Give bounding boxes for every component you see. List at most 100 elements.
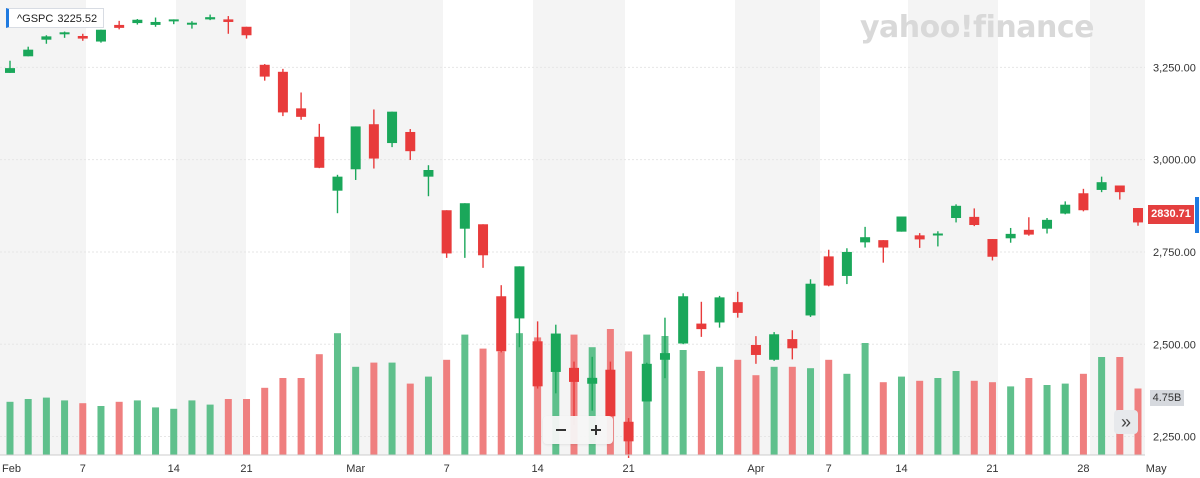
x-tick-label: 21 <box>986 463 998 475</box>
pan-right-button[interactable]: » <box>1114 410 1138 434</box>
candle-body <box>514 266 525 319</box>
volume-bar <box>42 397 50 455</box>
candle-body <box>496 296 507 352</box>
candle-body <box>1060 204 1071 214</box>
x-tick-label: May <box>1146 463 1167 475</box>
double-chevron-right-icon: » <box>1120 412 1131 432</box>
volume-bar <box>261 387 269 455</box>
zoom-out-button[interactable] <box>549 418 573 442</box>
volume-bar <box>24 399 32 455</box>
volume-bar <box>952 371 960 455</box>
volume-bar <box>879 382 887 455</box>
candle-body <box>914 235 925 240</box>
candle-body <box>314 136 325 168</box>
candle-body <box>605 369 616 417</box>
x-tick-label: 7 <box>826 463 832 475</box>
x-tick-label: 7 <box>80 463 86 475</box>
volume-bar <box>79 403 87 455</box>
volume-bar <box>133 400 141 455</box>
candle-body <box>205 17 216 20</box>
ticker-symbol: ^GSPC <box>17 13 54 25</box>
axis-layer: 3,250.00 3,000.00 2,750.00 2,500.00 2,250.00… <box>0 62 1196 475</box>
volume-bar <box>315 354 323 455</box>
volume-bar <box>170 408 178 455</box>
candle-body <box>1005 233 1016 239</box>
candle-body <box>641 363 652 402</box>
volume-bar <box>843 373 851 455</box>
candle-body <box>860 237 871 243</box>
volume-bar <box>770 366 778 455</box>
volume-bar <box>807 368 815 455</box>
volume-bar <box>752 375 760 455</box>
candle-body <box>186 22 197 25</box>
y-tick-label: 3,250.00 <box>1153 62 1196 74</box>
volume-bar <box>897 376 905 455</box>
candle-body <box>95 29 106 42</box>
plus-icon <box>590 425 601 435</box>
volume-bar <box>388 362 396 455</box>
week-band-1 <box>176 0 246 455</box>
y-tick-label: 2,500.00 <box>1153 339 1196 351</box>
volume-bar <box>115 401 123 455</box>
x-tick-label: 28 <box>1077 463 1089 475</box>
candle-body <box>168 19 179 22</box>
candle-body <box>441 210 452 254</box>
candle-body <box>532 341 543 387</box>
minus-icon <box>555 429 566 431</box>
candle-body <box>696 323 707 330</box>
brand-watermark: yahoo!finance <box>860 10 1094 45</box>
candle-body <box>714 297 725 323</box>
week-band-0 <box>0 0 86 455</box>
candle-body <box>587 377 598 384</box>
volume-bar <box>424 376 432 455</box>
volume-bar <box>333 333 341 455</box>
volume-bar <box>1134 388 1142 455</box>
volume-bar <box>279 378 287 455</box>
volume-bar <box>1007 386 1015 455</box>
volume-bar <box>734 359 742 455</box>
volume-bar <box>61 400 69 455</box>
volume-bar <box>443 359 451 455</box>
volume-bar <box>988 382 996 455</box>
candle-body <box>368 124 379 159</box>
candle-body <box>77 35 88 39</box>
candle-body <box>951 205 962 218</box>
volume-bar <box>206 404 214 455</box>
x-tick-label: Feb <box>2 463 21 475</box>
volume-bar <box>916 380 924 455</box>
candle-body <box>241 26 252 36</box>
volume-bar <box>243 399 251 455</box>
volume-bar <box>1116 357 1124 455</box>
candle-body <box>896 216 907 232</box>
candle-body <box>769 334 780 360</box>
volume-bar <box>1043 385 1051 455</box>
x-tick-label: 21 <box>622 463 634 475</box>
candle-body <box>1096 182 1107 190</box>
candle-body <box>969 216 980 226</box>
zoom-in-button[interactable] <box>584 418 608 442</box>
volume-bar <box>97 406 105 455</box>
volume-bar <box>1079 373 1087 455</box>
x-tick-label: 14 <box>531 463 543 475</box>
volume-bar <box>370 362 378 455</box>
volume-bar <box>661 336 669 455</box>
volume-bar <box>152 407 160 455</box>
candle-body <box>623 421 634 442</box>
volume-bar <box>406 383 414 455</box>
candle-body <box>41 36 52 40</box>
volume-bar <box>697 371 705 455</box>
ticker-label: ^GSPC 3225.52 <box>6 8 105 28</box>
volume-bar <box>1025 378 1033 455</box>
candle-body <box>423 170 434 177</box>
candle-body <box>550 333 561 372</box>
x-tick-label: Apr <box>747 463 764 475</box>
candle-body <box>296 108 307 117</box>
candle-body <box>459 203 470 229</box>
candle-body <box>332 176 343 191</box>
candle-body <box>823 256 834 286</box>
candle-body <box>23 49 34 57</box>
candle-body <box>1078 193 1089 211</box>
candle-layer <box>5 14 1143 458</box>
